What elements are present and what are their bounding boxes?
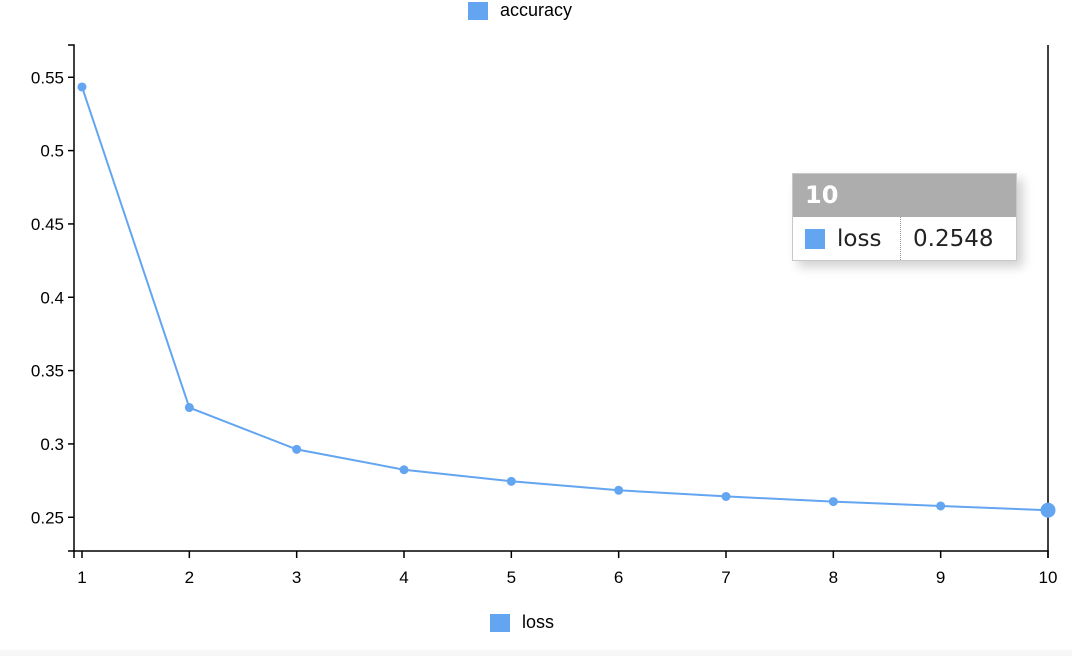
x-axis-line [73, 550, 1049, 558]
data-point [614, 485, 624, 495]
x-tick-label: 4 [399, 568, 408, 587]
data-point [828, 497, 838, 507]
tooltip-value: 0.2548 [913, 225, 994, 252]
x-tick-label: 2 [185, 568, 194, 587]
x-tick-label: 6 [614, 568, 623, 587]
data-point [399, 465, 409, 475]
x-tick-label: 8 [829, 568, 838, 587]
data-point [936, 501, 946, 511]
legend-top-label: accuracy [500, 0, 573, 20]
legend-top-swatch [468, 1, 488, 20]
legend-bottom-label: loss [522, 612, 555, 632]
data-point [184, 403, 194, 413]
x-tick-label: 3 [292, 568, 301, 587]
ticks: 0.25 0.3 0.35 0.4 0.45 0.5 0.55 1 2 3 4 5 6 7 8 9 10 [31, 68, 1058, 587]
data-point [721, 491, 731, 501]
x-tick-label: 9 [936, 568, 945, 587]
y-tick-label: 0.4 [40, 288, 64, 307]
legend-top[interactable]: accuracy [468, 0, 572, 21]
y-tick-label: 0.45 [31, 215, 64, 234]
axes [68, 44, 1049, 558]
tooltip-series: loss [793, 217, 901, 260]
y-tick-label: 0.3 [40, 435, 64, 454]
legend-bottom-swatch [490, 613, 510, 632]
y-tick-label: 0.55 [31, 68, 64, 87]
data-point-highlighted [1040, 502, 1056, 518]
x-tick-label: 10 [1039, 568, 1058, 587]
x-tick-label: 1 [77, 568, 86, 587]
tooltip-series-name: loss [837, 225, 882, 252]
x-tick-label: 5 [507, 568, 516, 587]
data-point [292, 444, 302, 454]
tooltip-swatch [805, 228, 825, 249]
y-tick-label: 0.25 [31, 508, 64, 527]
chart-marks [77, 82, 1056, 518]
tooltip-title: 10 [793, 174, 1016, 217]
x-tick-label: 7 [721, 568, 730, 587]
hover-tooltip: 10 loss 0.2548 [792, 173, 1017, 261]
bottom-strip [0, 650, 1072, 656]
data-point [506, 476, 516, 486]
data-point [77, 82, 87, 92]
series-line-loss [81, 86, 1049, 512]
legend-bottom[interactable]: loss [490, 612, 554, 633]
y-tick-label: 0.5 [40, 142, 64, 161]
tooltip-row: loss 0.2548 [793, 217, 1016, 260]
y-tick-label: 0.35 [31, 362, 64, 381]
